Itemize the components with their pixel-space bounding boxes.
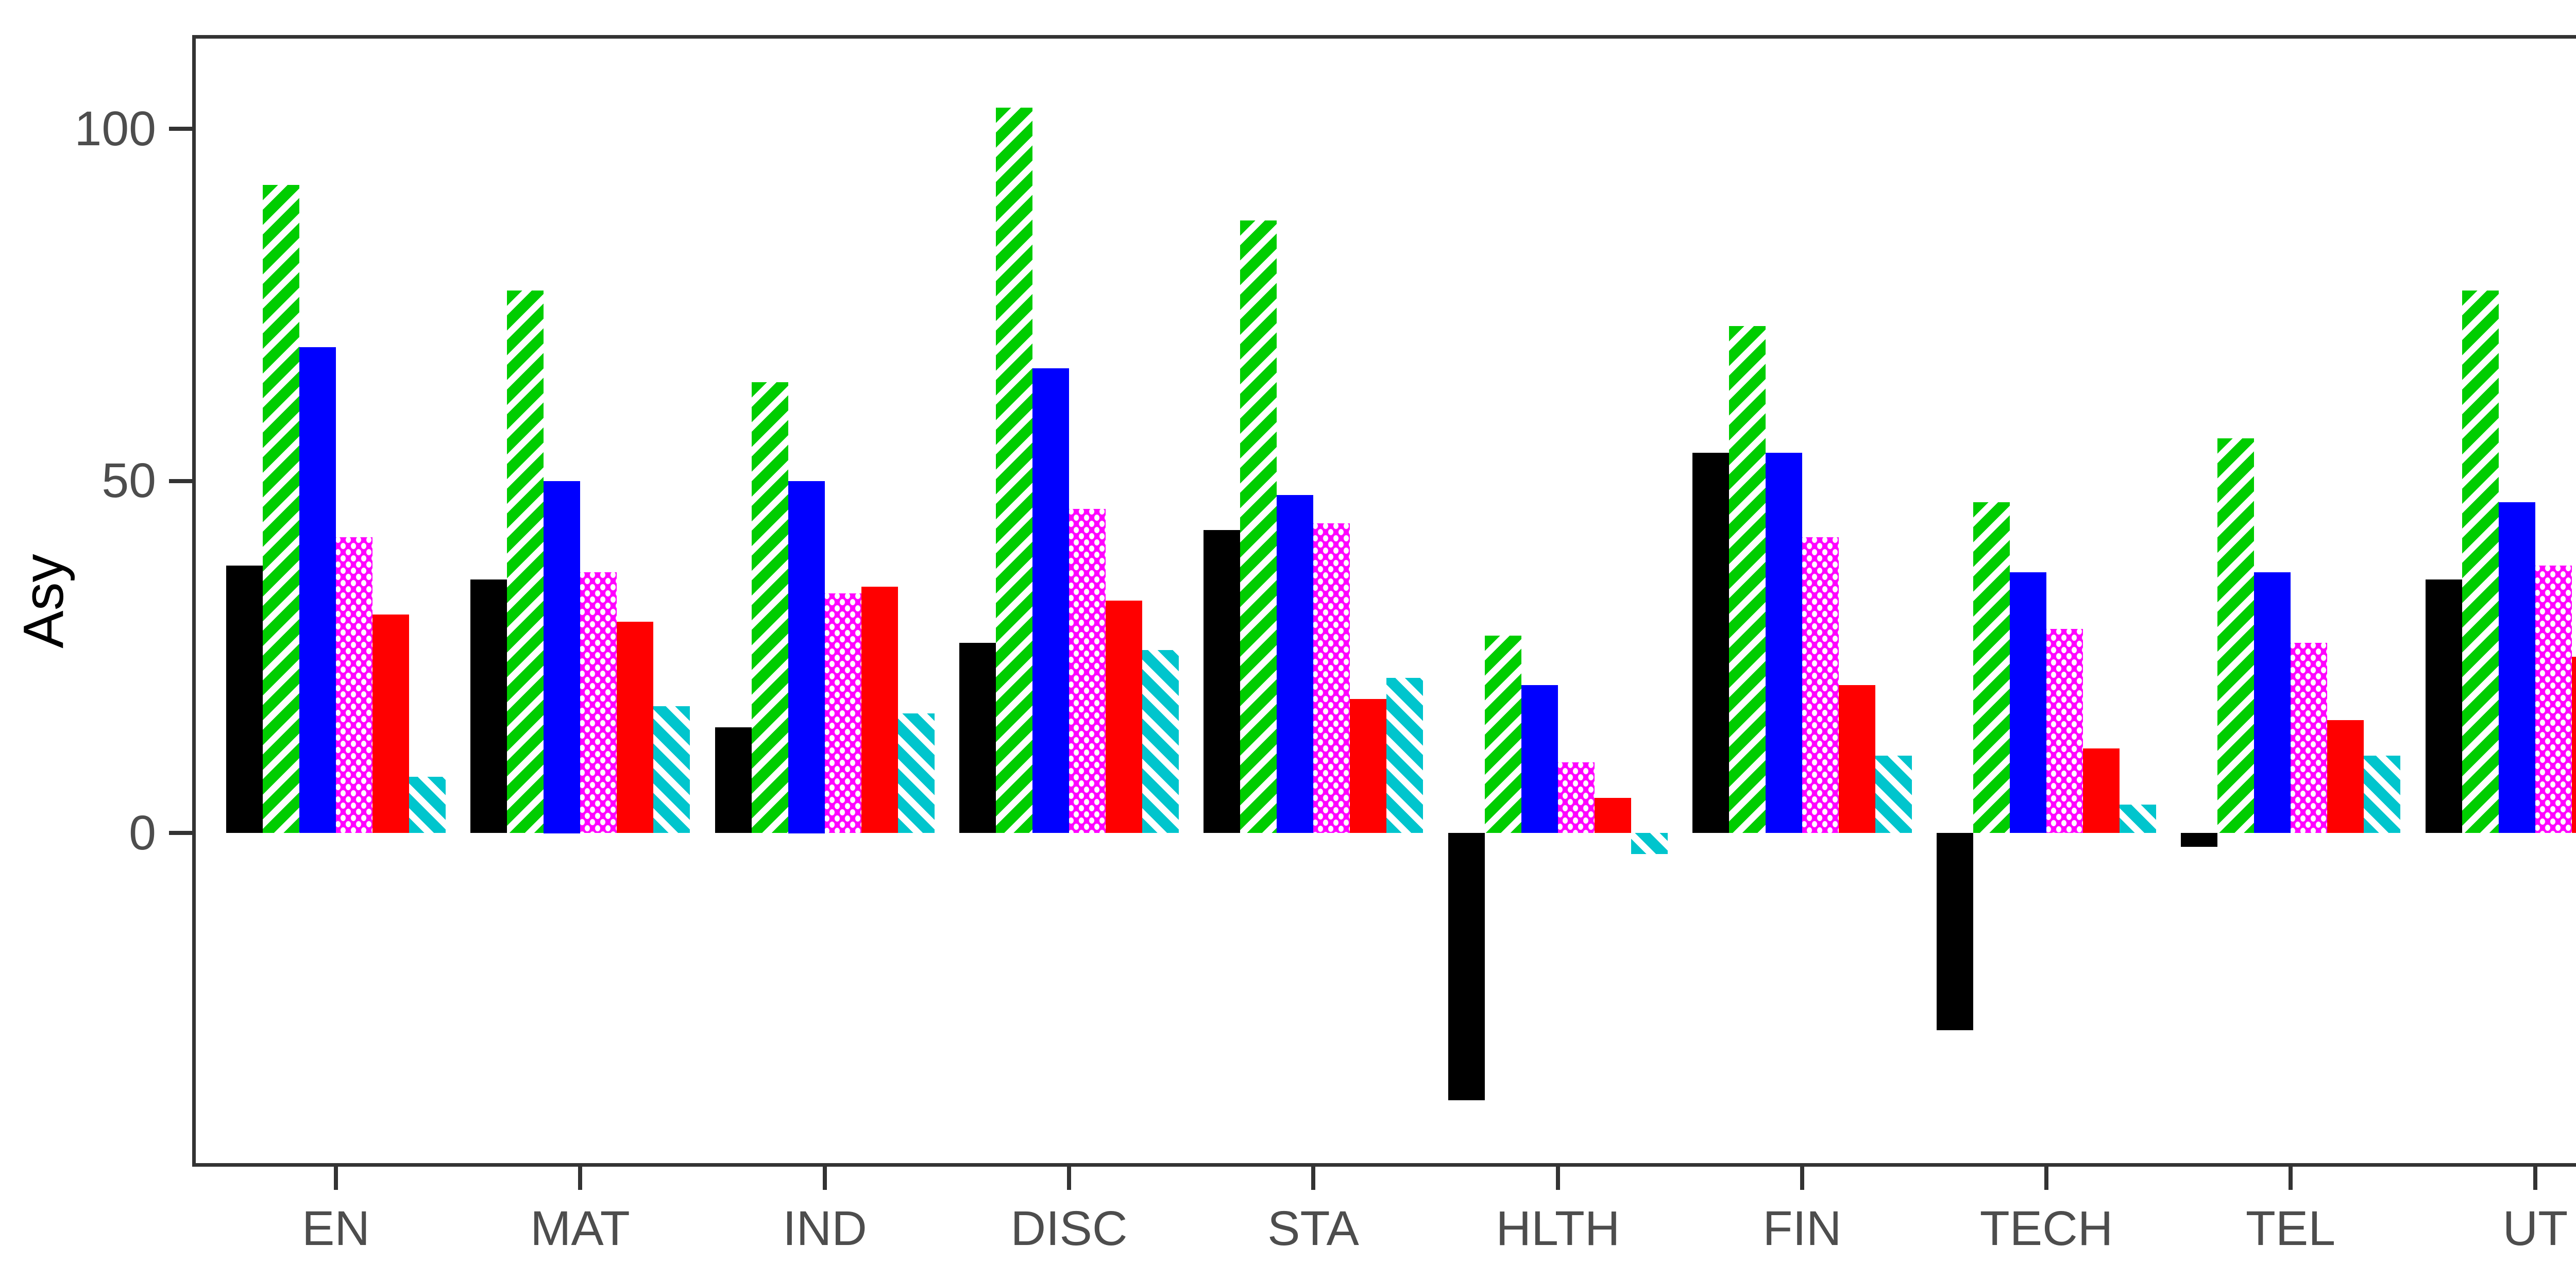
bar-TECH-L3 — [2046, 629, 2083, 833]
bar-TECH-L1 — [1973, 502, 2010, 833]
x-tick-label-MAT: MAT — [530, 1201, 630, 1256]
bar-IND-L0 — [715, 727, 752, 833]
bar-IND-L4 — [861, 587, 898, 833]
bar-EN-L0 — [226, 566, 263, 833]
x-tick-label-UT: UT — [2502, 1201, 2568, 1256]
bar-TECH-L4 — [2083, 748, 2120, 833]
bar-MAT-L3 — [580, 572, 617, 833]
bar-STA-L2 — [1277, 495, 1313, 833]
bar-DISC-L2 — [1032, 368, 1069, 833]
bar-FIN-L5 — [1875, 756, 1912, 833]
bar-TEL-L2 — [2254, 572, 2291, 833]
bar-TECH-L2 — [2010, 572, 2046, 833]
bar-DISC-L0 — [959, 643, 996, 833]
x-axis-tick-IND — [823, 1167, 827, 1190]
bar-TECH-L5 — [2120, 805, 2156, 833]
y-tick-label-100: 100 — [74, 101, 156, 156]
x-axis-tick-HLTH — [1556, 1167, 1560, 1190]
x-tick-label-DISC: DISC — [1010, 1201, 1128, 1256]
y-tick-label-0: 0 — [129, 806, 156, 860]
bar-STA-L3 — [1313, 523, 1350, 833]
x-tick-label-HLTH: HLTH — [1496, 1201, 1620, 1256]
bar-TEL-L0 — [2181, 833, 2217, 847]
x-axis-tick-TEL — [2289, 1167, 2293, 1190]
bar-TECH-L0 — [1937, 833, 1973, 1030]
x-tick-label-TECH: TECH — [1979, 1201, 2113, 1256]
bar-MAT-L2 — [544, 481, 580, 833]
bar-UT-L3 — [2535, 566, 2572, 833]
y-tick-label-50: 50 — [101, 453, 156, 508]
bar-DISC-L5 — [1142, 650, 1179, 833]
x-tick-label-IND: IND — [783, 1201, 867, 1256]
bar-FIN-L3 — [1802, 537, 1839, 833]
bar-STA-L4 — [1350, 699, 1386, 833]
bar-HLTH-L5 — [1631, 833, 1668, 854]
y-axis-title: Asy — [12, 554, 75, 649]
bar-MAT-L1 — [507, 291, 544, 833]
bar-EN-L3 — [336, 537, 372, 833]
bar-IND-L1 — [752, 382, 788, 833]
x-tick-label-STA: STA — [1267, 1201, 1359, 1256]
bar-STA-L1 — [1240, 220, 1277, 833]
x-axis-tick-UT — [2533, 1167, 2537, 1190]
x-tick-label-EN: EN — [302, 1201, 370, 1256]
bar-HLTH-L4 — [1595, 798, 1631, 833]
x-axis-tick-MAT — [578, 1167, 582, 1190]
y-axis-tick-50 — [169, 479, 192, 483]
x-axis-tick-EN — [334, 1167, 338, 1190]
bar-IND-L2 — [788, 481, 825, 833]
bar-HLTH-L3 — [1558, 762, 1595, 833]
bar-EN-L2 — [299, 347, 336, 833]
bar-UT-L1 — [2462, 291, 2499, 833]
x-axis-tick-TECH — [2044, 1167, 2048, 1190]
bar-HLTH-L1 — [1485, 636, 1521, 833]
bar-STA-L0 — [1204, 530, 1240, 833]
x-axis-tick-FIN — [1800, 1167, 1804, 1190]
bar-IND-L3 — [825, 593, 861, 833]
y-axis-tick-0 — [169, 831, 192, 835]
bar-FIN-L2 — [1766, 453, 1802, 833]
x-axis-tick-DISC — [1067, 1167, 1071, 1190]
y-axis-tick-100 — [169, 127, 192, 131]
bar-TEL-L5 — [2364, 756, 2400, 833]
bar-MAT-L5 — [653, 706, 690, 833]
x-axis-tick-STA — [1311, 1167, 1315, 1190]
bar-EN-L1 — [263, 185, 299, 833]
bar-FIN-L1 — [1729, 326, 1766, 833]
bar-FIN-L0 — [1692, 453, 1729, 833]
bar-HLTH-L2 — [1521, 685, 1558, 833]
bar-DISC-L3 — [1069, 509, 1106, 833]
bar-IND-L5 — [898, 713, 935, 833]
bar-TEL-L4 — [2327, 720, 2364, 833]
bar-UT-L4 — [2572, 657, 2576, 833]
bar-DISC-L1 — [996, 108, 1032, 833]
bar-UT-L2 — [2499, 502, 2535, 833]
bar-DISC-L4 — [1106, 601, 1142, 833]
x-tick-label-FIN: FIN — [1762, 1201, 1842, 1256]
bar-TEL-L1 — [2217, 438, 2254, 833]
bar-FIN-L4 — [1839, 685, 1875, 833]
bar-TEL-L3 — [2291, 643, 2327, 833]
bar-MAT-L4 — [617, 622, 653, 833]
bar-EN-L5 — [409, 777, 446, 833]
bar-STA-L5 — [1386, 678, 1423, 833]
bar-EN-L4 — [372, 615, 409, 833]
x-tick-label-TEL: TEL — [2245, 1201, 2336, 1256]
bar-HLTH-L0 — [1448, 833, 1485, 1100]
bar-MAT-L0 — [470, 579, 507, 833]
bar-UT-L0 — [2426, 579, 2462, 833]
